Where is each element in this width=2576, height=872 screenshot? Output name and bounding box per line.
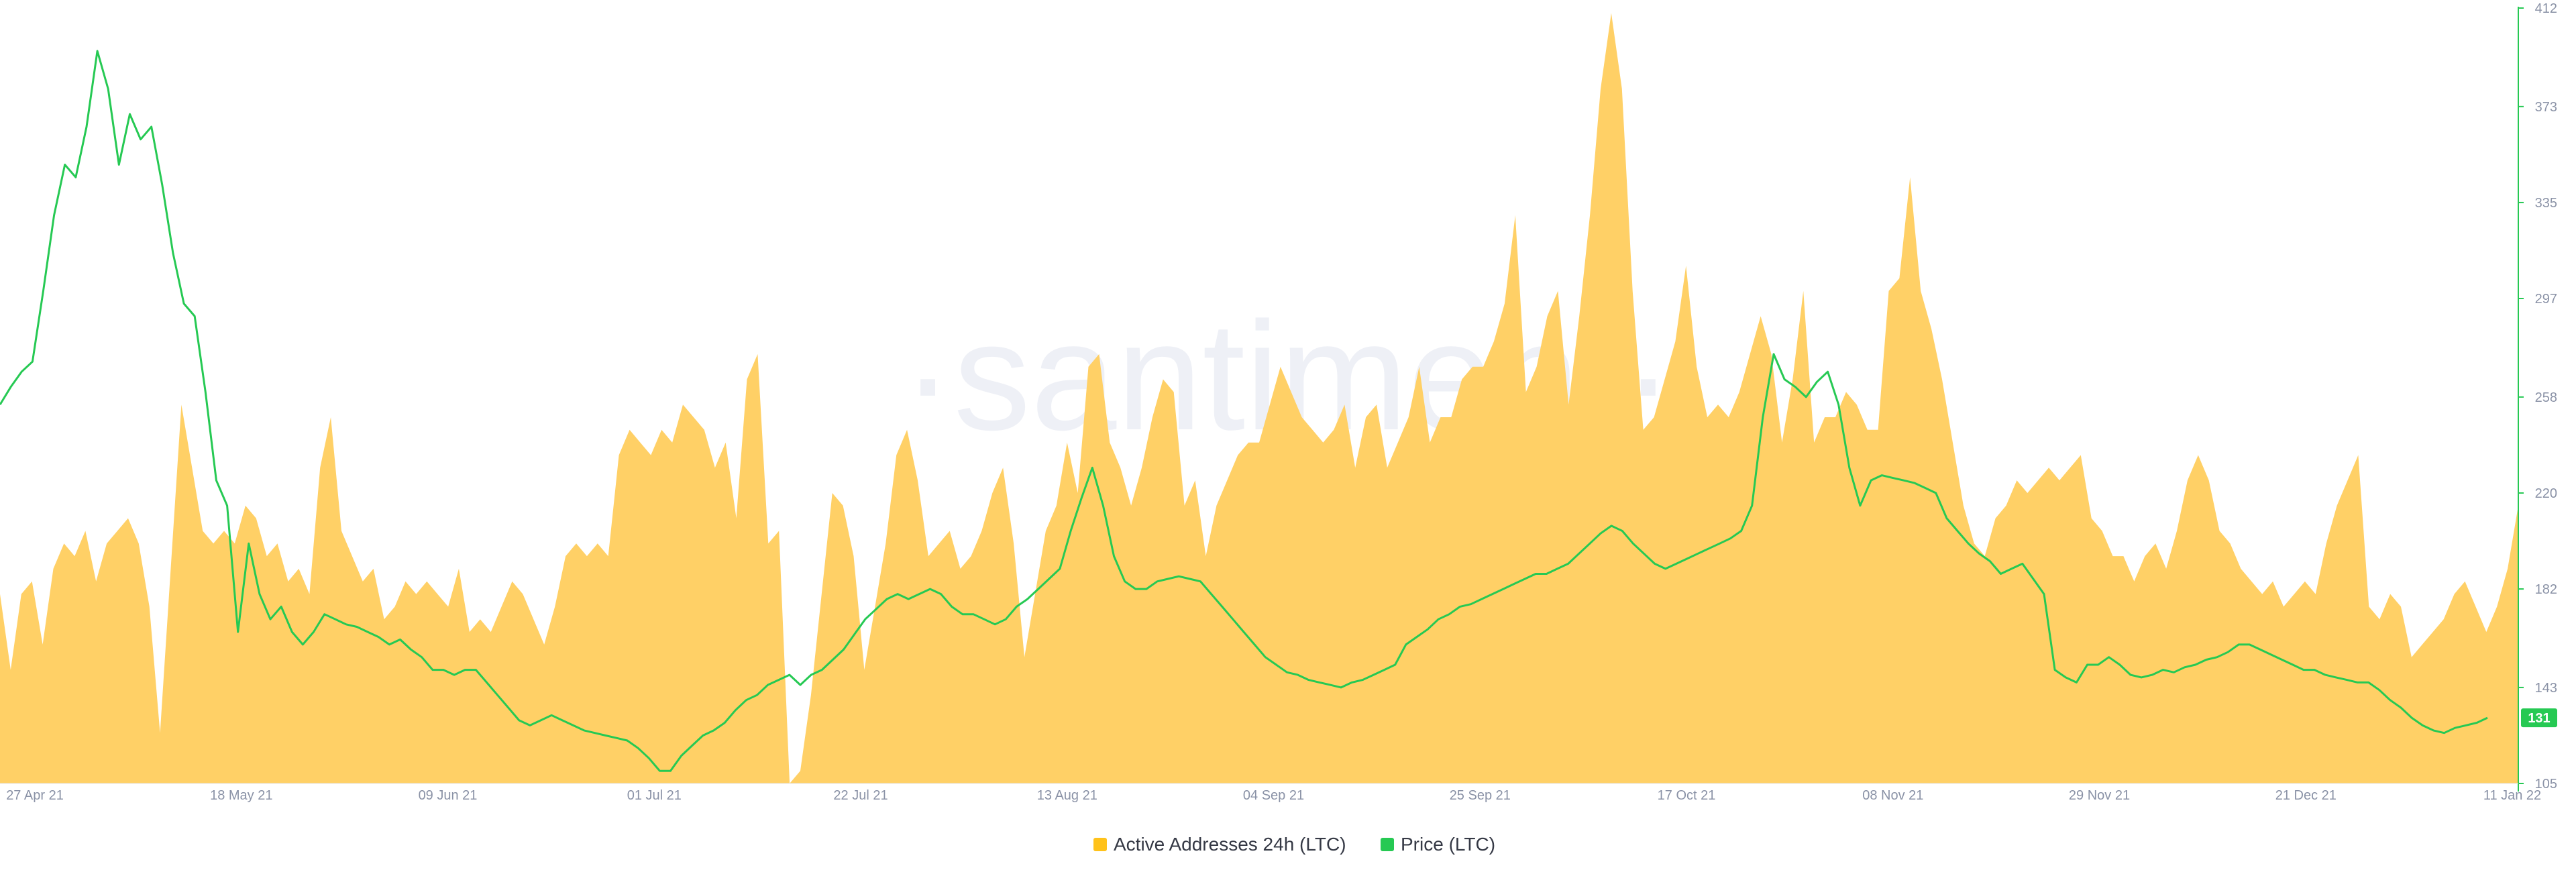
x-tick-label: 22 Jul 21 [833,788,888,803]
x-tick-label: 13 Aug 21 [1037,788,1097,803]
price-line-layer [0,50,2488,772]
current-price-badge-text: 131 [2528,711,2550,726]
current-price-badge-bg [2521,708,2557,728]
current-price-badge: 131 [2521,708,2557,728]
y-tick-label: 373 [2535,100,2557,115]
legend: Active Addresses 24h (LTC) Price (LTC) [1093,834,1495,855]
legend-label-active-addresses[interactable]: Active Addresses 24h (LTC) [1114,834,1346,855]
y-tick-label: 105 [2535,777,2557,792]
y-tick-label: 297 [2535,292,2557,307]
y-tick-label: 143 [2535,681,2557,696]
y-tick-label: 412 [2535,1,2557,16]
x-tick-label: 08 Nov 21 [1862,788,1923,803]
x-tick-label: 29 Nov 21 [2069,788,2130,803]
price-line [0,50,2488,772]
x-tick-label: 18 May 21 [210,788,272,803]
active-addresses-area-layer [0,13,2518,783]
x-tick-label: 11 Jan 22 [2483,788,2541,803]
x-tick-label: 04 Sep 21 [1243,788,1304,803]
x-axis-ticks: 27 Apr 21 18 May 21 09 Jun 21 01 Jul 21 22 J… [6,788,2541,803]
right-axis-ticks: 105 143 182 220 258 297 335 373 412 [2518,1,2557,792]
y-tick-label: 335 [2535,196,2557,211]
x-tick-label: 09 Jun 21 [419,788,478,803]
y-tick-label: 258 [2535,390,2557,405]
y-tick-label: 182 [2535,582,2557,597]
legend-swatch-price [1381,838,1394,851]
legend-label-price[interactable]: Price (LTC) [1401,834,1495,855]
legend-swatch-active-addresses [1093,838,1107,851]
x-tick-label: 17 Oct 21 [1658,788,1716,803]
active-addresses-area [0,13,2518,783]
x-tick-label: 21 Dec 21 [2275,788,2337,803]
x-tick-label: 25 Sep 21 [1450,788,1511,803]
x-tick-label: 27 Apr 21 [6,788,64,803]
x-tick-label: 01 Jul 21 [627,788,682,803]
y-tick-label: 220 [2535,486,2557,501]
